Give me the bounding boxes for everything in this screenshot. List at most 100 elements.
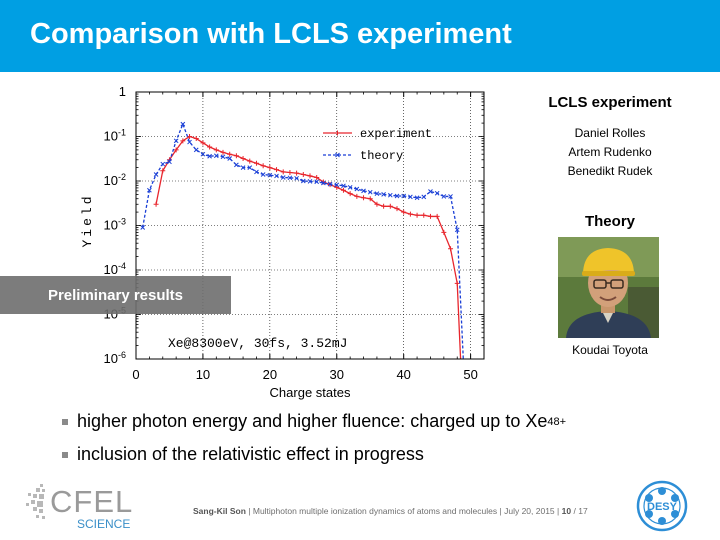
data-point-experiment [448,246,454,252]
data-point-experiment [354,193,360,199]
desy-logo: DESY [636,480,688,532]
data-point-experiment [441,229,447,235]
footer-separator: | [248,506,251,516]
data-point-theory [374,191,380,196]
footer-author: Sang-Kil Son [193,506,246,516]
data-point-experiment [314,174,320,180]
data-point-experiment [207,144,213,150]
cfel-logo: CFEL SCIENCE [22,478,142,533]
y-tick-label: 10-4 [104,261,126,277]
data-point-theory [327,181,333,187]
data-point-theory [387,192,393,198]
data-point-theory [287,175,293,181]
bullet-square-icon [62,452,68,458]
bullet-text: inclusion of the relativistic effect in … [77,444,424,464]
data-point-theory [421,194,427,200]
bullet-square-icon [62,419,68,425]
data-point-theory [347,184,353,190]
data-point-theory [173,138,179,144]
data-point-theory [187,139,192,145]
data-point-experiment [414,212,420,218]
data-point-experiment [180,138,186,144]
title-bar: Comparison with LCLS experiment [0,0,720,72]
data-point-theory [193,147,199,153]
data-point-theory [220,154,226,160]
data-point-experiment [394,206,400,212]
data-point-theory [140,225,146,230]
data-point-theory [454,227,460,233]
data-point-theory [160,161,166,167]
data-point-experiment [367,196,373,202]
data-point-theory [260,172,266,177]
data-point-experiment [458,356,464,359]
chart-annotation: Xe@8300eV, 30fs, 3.52mJ [168,336,347,351]
data-point-theory [200,151,206,157]
footer-separator: | [557,506,560,516]
x-tick-label: 30 [330,367,344,382]
data-point-experiment [267,165,273,171]
y-tick-label: 10-3 [104,217,126,233]
data-point-theory [381,192,386,197]
desy-logo-text: DESY [647,501,678,513]
data-point-experiment [421,212,427,218]
data-point-theory [367,189,373,195]
data-point-experiment [240,156,246,162]
bullet-item: higher photon energy and higher fluence:… [62,405,566,438]
footer-date: July 20, 2015 [504,506,555,516]
data-point-experiment [300,171,306,177]
footer: Sang-Kil Son | Multiphoton multiple ioni… [193,506,588,516]
data-point-theory [321,180,326,186]
data-point-theory [408,194,413,200]
data-point-experiment [387,203,393,209]
data-point-theory [167,159,172,165]
data-point-theory [213,153,219,159]
data-point-experiment [401,209,407,215]
portrait-photo [558,237,659,338]
x-tick-label: 10 [196,367,210,382]
footer-talk-title: Multiphoton multiple ionization dynamics… [252,506,498,516]
legend-marker-theory [335,152,340,158]
photo-caption: Koudai Toyota [572,343,648,357]
data-point-experiment [274,167,280,173]
data-point-theory [153,172,159,177]
data-point-theory [314,179,320,185]
y-tick-label: 10-1 [104,128,126,144]
data-point-experiment [361,195,367,201]
y-tick-label: 1 [119,84,126,99]
data-point-theory [354,186,360,192]
data-point-theory [334,182,340,188]
data-point-experiment [280,169,286,175]
bullet-list: higher photon energy and higher fluence:… [62,405,566,471]
data-point-theory [234,162,239,168]
data-point-theory [267,172,273,178]
data-point-experiment [407,211,413,217]
data-point-experiment [454,280,460,286]
footer-page-number: 10 [561,506,572,516]
data-point-theory [448,194,453,199]
data-point-theory [401,193,407,199]
y-axis-label: Yield [80,193,95,247]
data-point-experiment [287,170,293,176]
data-point-experiment [340,187,346,193]
footer-slash: / [573,506,576,516]
data-point-experiment [294,170,300,176]
data-point-theory [207,153,212,159]
data-point-experiment [200,140,206,146]
data-point-experiment [260,163,266,169]
lcls-name: Artem Rudenko [568,145,652,159]
legend-label-experiment: experiment [360,127,432,141]
lcls-name: Benedikt Rudek [567,164,653,178]
data-point-theory [294,175,299,181]
lcls-name-list: Daniel Rolles Artem Rudenko Benedikt Rud… [520,124,700,181]
data-point-experiment [193,136,199,142]
charge-superscript: 48+ [547,415,567,428]
yield-chart: 01020304050110-110-210-310-410-510-6Char… [80,84,485,400]
data-point-theory [434,190,440,196]
data-point-theory [394,193,400,199]
data-point-experiment [334,184,340,190]
legend-label-theory: theory [360,149,403,163]
preliminary-results-banner: Preliminary results [0,276,231,314]
data-point-experiment [427,213,433,219]
cfel-logo-text: CFEL [50,484,133,519]
data-point-experiment [347,191,353,197]
